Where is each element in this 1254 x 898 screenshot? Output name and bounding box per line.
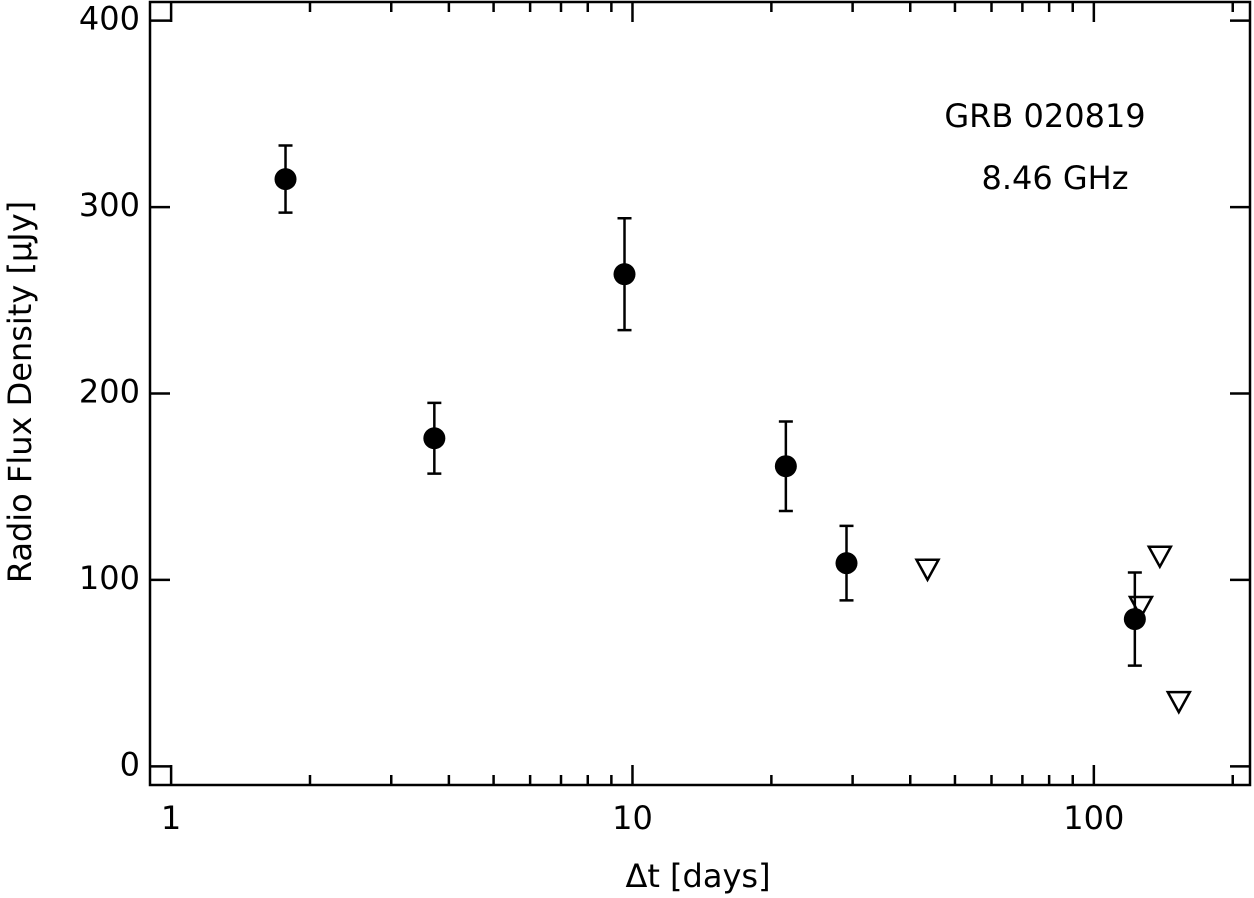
y-tick-label: 300 [79, 186, 140, 224]
data-point [835, 552, 858, 575]
y-tick-label: 400 [79, 0, 140, 38]
y-tick-label: 100 [79, 559, 140, 597]
x-axis-label: Δt [days] [625, 857, 770, 895]
y-tick-label: 0 [120, 745, 140, 783]
upper-limit [1146, 545, 1173, 570]
data-point [774, 455, 797, 478]
annotation: 8.46 GHz [981, 159, 1128, 197]
x-tick-label: 1 [161, 799, 181, 837]
data-point [1123, 608, 1146, 631]
x-tick-label: 100 [1063, 799, 1124, 837]
y-tick-label: 200 [79, 373, 140, 411]
x-tick-label: 10 [612, 799, 653, 837]
y-axis-label: Radio Flux Density [μJy] [1, 201, 39, 583]
upper-limit [914, 558, 941, 583]
data-point [613, 263, 636, 286]
upper-limit [1165, 690, 1192, 715]
annotation: GRB 020819 [944, 97, 1145, 135]
upper-limit [1127, 595, 1155, 620]
data-point [274, 168, 297, 191]
data-point [423, 427, 446, 450]
